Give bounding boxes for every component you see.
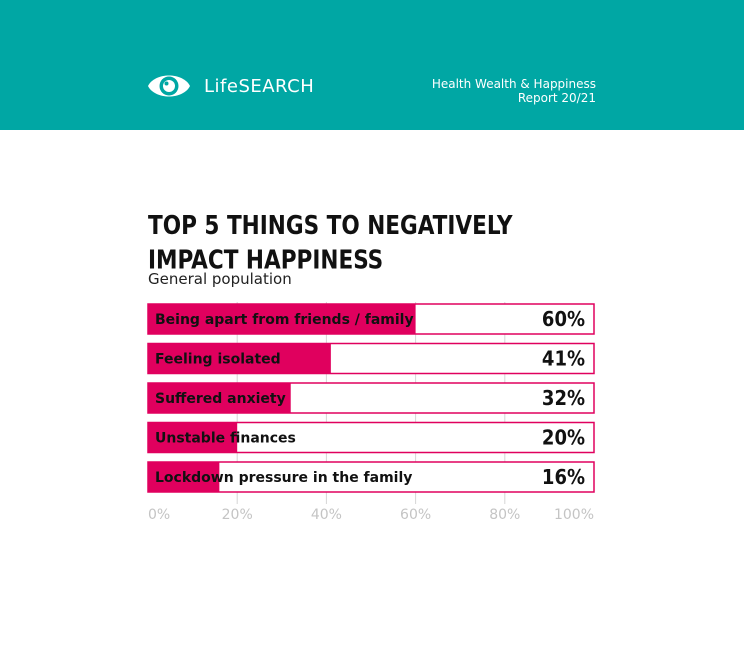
bar: [148, 422, 238, 453]
bar-value-label: 20%: [542, 426, 585, 450]
brand-name: LifeSEARCH: [204, 75, 315, 97]
bar: [148, 383, 291, 413]
header-banner: LifeSEARCH Health Wealth & Happiness Rep…: [0, 0, 744, 130]
bar-value-label: 32%: [542, 386, 585, 410]
bar-category-label: Being apart from friends / family: [155, 312, 414, 328]
chart-subtitle: General population: [148, 270, 292, 288]
bar-category-label: Lockdown pressure in the family: [155, 470, 412, 486]
x-tick-label: 0%: [148, 507, 170, 523]
bar-category-label: Unstable finances: [155, 431, 296, 447]
bar-category-label: Feeling isolated: [155, 352, 281, 368]
bar-track: [147, 461, 595, 493]
bar: [148, 343, 331, 374]
x-tick-label: 80%: [489, 507, 520, 523]
x-tick-label: 100%: [554, 507, 594, 523]
report-period: Report 20/21: [517, 91, 596, 105]
bar-category-label: Suffered anxiety: [155, 391, 286, 407]
x-tick-label: 40%: [311, 507, 342, 523]
bar-value-label: 60%: [542, 307, 585, 331]
bar: [148, 304, 416, 334]
brand-logo: LifeSEARCH: [146, 68, 314, 104]
chart-title: TOP 5 THINGS TO NEGATIVELY IMPACT HAPPIN…: [148, 210, 513, 275]
bar-value-label: 41%: [542, 347, 585, 371]
bar: [148, 462, 220, 492]
x-tick-label: 60%: [400, 507, 431, 523]
report-info: Health Wealth & Happiness Report 20/21: [432, 77, 596, 105]
report-title: Health Wealth & Happiness: [431, 77, 596, 91]
eye-icon: [148, 75, 190, 97]
x-tick-label: 20%: [222, 507, 253, 523]
bar-value-label: 16%: [542, 465, 585, 489]
